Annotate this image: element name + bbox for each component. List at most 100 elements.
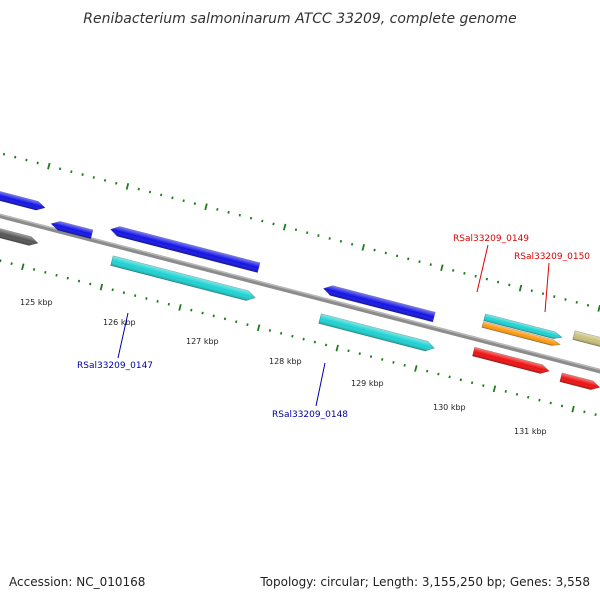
gene-leader-0149 xyxy=(476,244,489,293)
gene-label-0150: RSal33209_0150 xyxy=(514,252,590,262)
minor-tick xyxy=(92,176,95,179)
cds-blue-left-block-shading xyxy=(110,226,261,273)
cds-blue-middle-block-shading xyxy=(323,285,436,322)
backbone-highlight xyxy=(0,186,600,404)
minor-tick xyxy=(339,239,343,243)
minor-tick xyxy=(25,158,28,162)
minor-tick xyxy=(246,323,249,327)
minor-tick xyxy=(235,320,238,324)
minor-tick xyxy=(201,311,204,315)
minor-tick xyxy=(36,161,39,165)
minor-tick xyxy=(0,259,2,263)
accession-text: Accession: NC_010168 xyxy=(9,575,145,589)
major-tick xyxy=(21,263,25,271)
minor-tick xyxy=(541,292,545,296)
minor-tick xyxy=(350,242,354,246)
genome-summary-text: Topology: circular; Length: 3,155,250 bp… xyxy=(259,575,590,589)
minor-tick xyxy=(156,300,159,303)
minor-tick xyxy=(560,404,564,408)
minor-tick xyxy=(508,283,511,287)
minor-tick xyxy=(103,178,107,182)
minor-tick xyxy=(10,262,13,266)
minor-tick xyxy=(418,260,421,264)
major-tick xyxy=(204,203,208,211)
tick-label-128-kbp: 128 kbp xyxy=(269,357,302,366)
cds-red-small-1-shading xyxy=(559,372,600,390)
major-tick xyxy=(571,405,575,413)
gene-label-0149: RSal33209_0149 xyxy=(453,234,529,244)
minor-tick xyxy=(55,273,58,277)
cds-rsal33209-0149-shading xyxy=(483,313,563,339)
minor-tick xyxy=(530,289,533,293)
minor-tick xyxy=(384,251,387,255)
minor-tick xyxy=(527,395,530,399)
major-tick xyxy=(282,223,287,231)
minor-tick xyxy=(227,210,230,214)
minor-tick xyxy=(538,398,541,402)
inner-tick-ring xyxy=(0,259,597,417)
minor-tick xyxy=(182,199,185,203)
tick-label-127-kbp: 127 kbp xyxy=(186,337,219,346)
genome-track xyxy=(0,152,600,417)
minor-tick xyxy=(448,375,451,379)
minor-tick xyxy=(14,155,17,159)
gene-label-0147: RSal33209_0147 xyxy=(77,361,153,371)
minor-tick xyxy=(317,234,320,237)
minor-tick xyxy=(373,248,376,252)
minor-tick xyxy=(133,294,137,297)
minor-tick xyxy=(324,343,328,347)
minor-tick xyxy=(313,340,317,344)
feature-track xyxy=(0,180,600,390)
minor-tick xyxy=(302,337,305,341)
minor-tick xyxy=(77,279,81,283)
minor-tick xyxy=(190,308,193,312)
minor-tick xyxy=(459,378,463,382)
minor-tick xyxy=(594,413,597,417)
minor-tick xyxy=(403,363,406,367)
minor-tick xyxy=(437,372,440,376)
minor-tick xyxy=(171,196,174,200)
minor-tick xyxy=(70,170,73,174)
minor-tick xyxy=(425,369,429,373)
minor-tick xyxy=(160,193,163,197)
minor-tick xyxy=(328,237,331,240)
minor-tick xyxy=(148,190,152,194)
minor-tick xyxy=(429,263,432,266)
minor-tick xyxy=(515,392,519,396)
cds-partial-blue-shading xyxy=(0,180,45,211)
gene-leader-0148 xyxy=(315,362,326,407)
cds-partial-grey-shading xyxy=(0,215,38,246)
minor-tick xyxy=(238,213,241,217)
label-layer: 125 kbp 126 kbp 127 kbp 128 kbp 129 kbp … xyxy=(20,234,590,436)
tick-label-125-kbp: 125 kbp xyxy=(20,298,53,307)
minor-tick xyxy=(291,334,294,338)
cds-red-right-shading xyxy=(472,347,550,374)
minor-tick xyxy=(470,381,474,385)
map-title: Renibacterium salmoninarum ATCC 33209, c… xyxy=(83,11,516,27)
minor-tick xyxy=(2,152,6,156)
minor-tick xyxy=(564,298,567,301)
major-tick xyxy=(256,324,261,332)
minor-tick xyxy=(347,349,350,353)
minor-tick xyxy=(482,384,485,388)
minor-tick xyxy=(167,302,171,306)
minor-tick xyxy=(575,300,578,304)
major-tick xyxy=(178,304,182,311)
major-tick xyxy=(440,264,444,272)
minor-tick xyxy=(583,410,586,414)
backbone xyxy=(0,186,600,407)
minor-tick xyxy=(268,329,272,332)
minor-tick xyxy=(463,271,466,275)
minor-tick xyxy=(496,280,500,284)
minor-tick xyxy=(553,295,556,298)
minor-tick xyxy=(115,181,118,185)
minor-tick xyxy=(193,202,197,205)
minor-tick xyxy=(395,254,399,258)
minor-tick xyxy=(216,208,219,211)
tick-label-130-kbp: 130 kbp xyxy=(433,403,466,412)
cds-rsal33209-0148-shading xyxy=(318,313,435,351)
cds-rsal33209-0147-shading xyxy=(110,255,256,301)
minor-tick xyxy=(137,187,140,191)
minor-tick xyxy=(212,314,215,318)
